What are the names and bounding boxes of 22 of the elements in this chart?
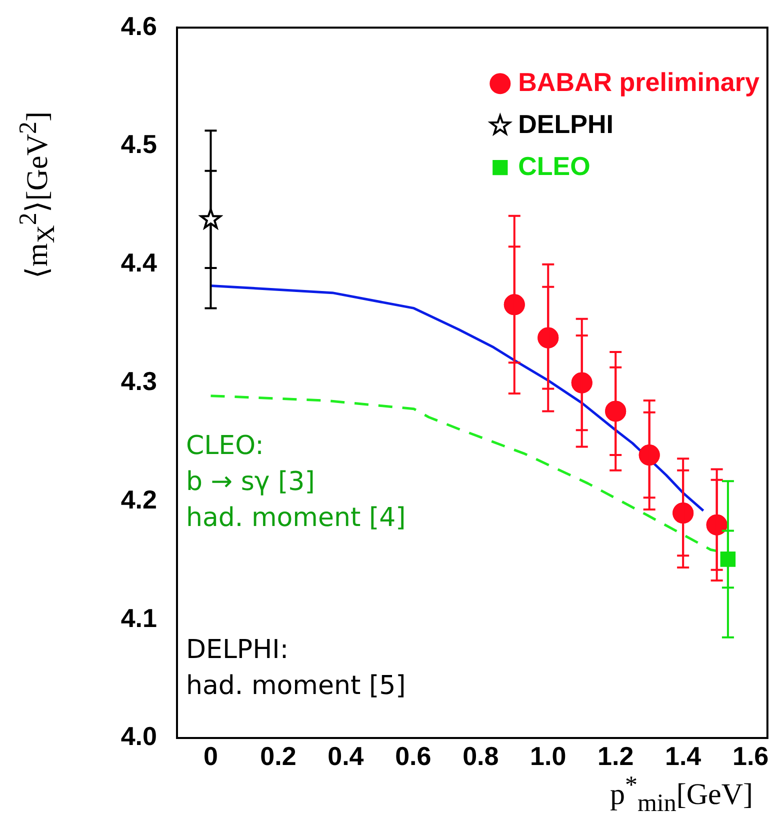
annotation: CLEO: b → sγ [3] had. moment [4] bbox=[186, 430, 406, 535]
y-tick-label: 4.1 bbox=[120, 602, 157, 633]
x-tick-label: 1.6 bbox=[732, 740, 769, 771]
x-tick-label: 1.2 bbox=[598, 740, 634, 771]
y-tick-label: 4.2 bbox=[120, 484, 157, 514]
annotation: DELPHI: had. moment [5] bbox=[186, 634, 406, 703]
x-tick-label: 0 bbox=[204, 740, 218, 771]
x-tick-label: 0.4 bbox=[328, 740, 364, 771]
y-tick-label: 4.5 bbox=[120, 129, 157, 160]
x-tick-label: 0.2 bbox=[260, 740, 296, 771]
y-tick-label: 4.0 bbox=[120, 721, 157, 752]
y-tick-label: 4.3 bbox=[120, 366, 157, 396]
y-tick-label: 4.6 bbox=[120, 10, 157, 41]
legend-label: CLEO bbox=[518, 150, 590, 181]
legend-label: BABAR preliminary bbox=[518, 66, 760, 97]
x-axis-title: p$^{*}$$_{min}$[GeV] bbox=[610, 772, 753, 818]
y-tick-label: 4.4 bbox=[120, 248, 158, 278]
x-tick-label: 1.0 bbox=[530, 740, 566, 771]
x-tick-label: 1.4 bbox=[665, 740, 702, 771]
x-tick-label: 0.6 bbox=[395, 740, 432, 771]
x-tick-label: 0.8 bbox=[462, 740, 499, 771]
legend-label: DELPHI bbox=[518, 108, 614, 139]
